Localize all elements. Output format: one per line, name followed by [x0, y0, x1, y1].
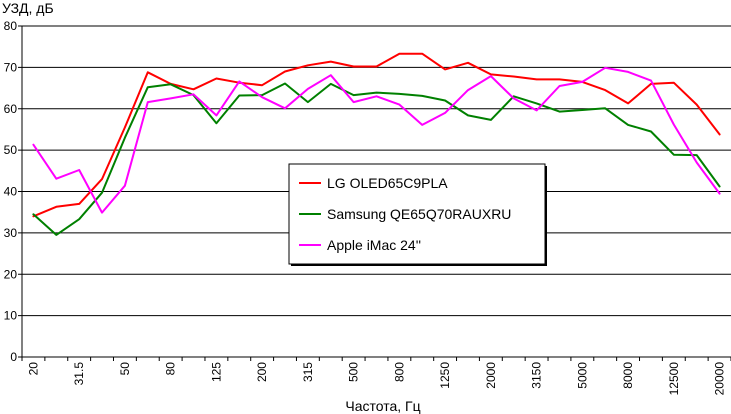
y-tick-label: 60 [4, 102, 18, 116]
y-tick-label: 50 [4, 143, 18, 157]
legend-box [288, 163, 546, 265]
y-tick-label: 40 [4, 185, 18, 199]
x-tick-label: 20 [26, 362, 40, 376]
series-lines [32, 52, 721, 236]
legend-label: Samsung QE65Q70RAUXRU [327, 206, 511, 222]
y-tick-label: 70 [4, 60, 18, 74]
x-axis-title: Частота, Гц [345, 398, 420, 414]
y-tick-label: 10 [4, 309, 18, 323]
series-line-3 [32, 66, 721, 214]
series-line-2 [32, 82, 721, 236]
y-ticks: 0 10 20 30 40 50 60 70 80 [4, 19, 22, 364]
legend-label: LG OLED65C9PLA [327, 175, 448, 191]
x-tick-label: 500 [347, 362, 361, 382]
legend-label: Apple iMac 24'' [327, 237, 421, 253]
y-tick-label: 20 [4, 267, 18, 281]
x-tick-label: 20000 [713, 362, 727, 396]
x-tick-label: 2000 [484, 362, 498, 389]
x-tick-label: 8000 [621, 362, 635, 389]
x-tick-label: 3150 [530, 362, 544, 389]
x-tick-label: 315 [301, 362, 315, 382]
y-tick-label: 30 [4, 226, 18, 240]
legend: LG OLED65C9PLA Samsung QE65Q70RAUXRU Apple… [288, 163, 547, 266]
x-tick-label: 80 [164, 362, 178, 376]
x-tick-label: 1250 [438, 362, 452, 389]
y-axis-title: УЗД, дБ [2, 0, 54, 16]
x-tick-label: 12500 [667, 362, 681, 396]
x-tick-label: 5000 [575, 362, 589, 389]
y-tick-label: 80 [4, 19, 18, 33]
x-tick-label: 800 [392, 362, 406, 382]
series-line-1 [32, 52, 721, 218]
x-tick-label: 31.5 [72, 362, 86, 386]
x-ticks: 20 31.5 50 80 125 200 315 500 800 1250 2000 3150 500… [21, 357, 731, 396]
x-tick-label: 125 [209, 362, 223, 382]
x-tick-label: 200 [255, 362, 269, 382]
x-tick-label: 50 [118, 362, 132, 376]
y-tick-label: 0 [10, 350, 17, 364]
